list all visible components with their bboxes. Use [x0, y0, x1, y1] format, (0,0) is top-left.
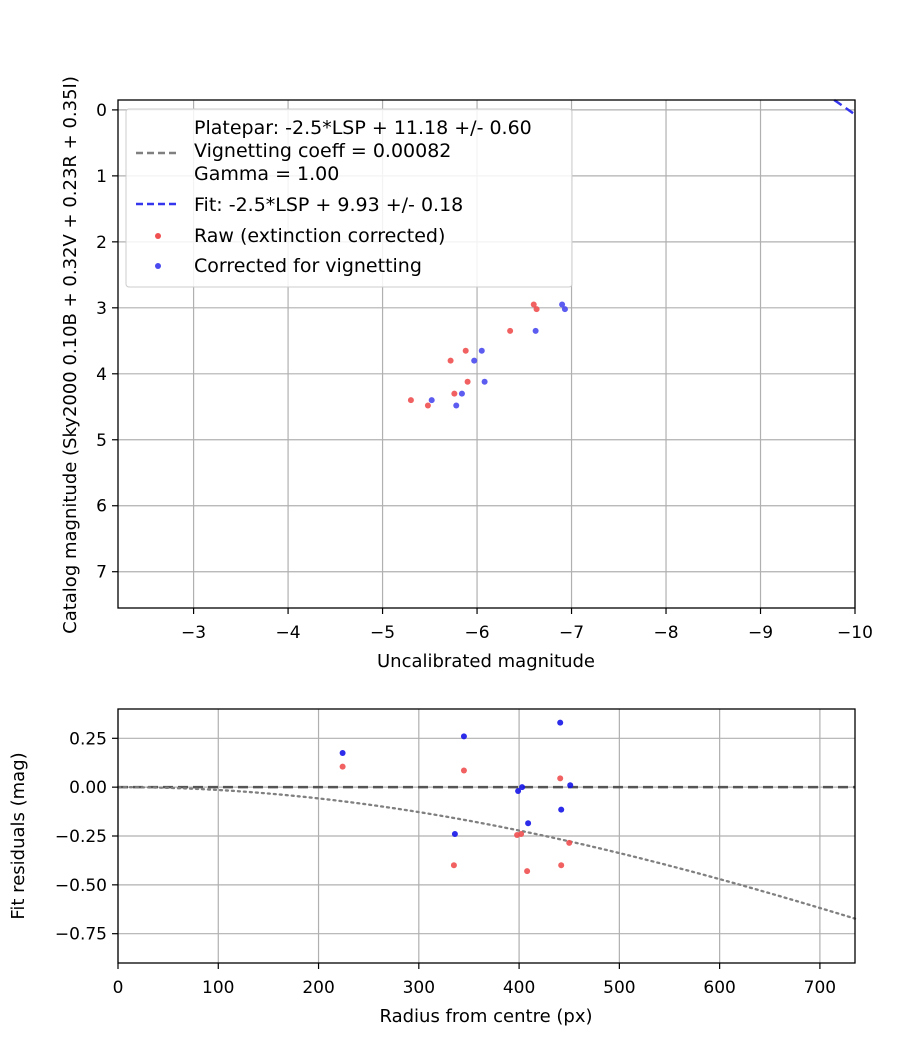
bottom-x-tick-label: 300: [403, 978, 435, 998]
bottom-y-tick-label: −0.50: [55, 876, 107, 896]
top-x-tick-label: −9: [748, 623, 773, 643]
top-raw-point: [462, 347, 469, 354]
bottom-corrected-point: [558, 806, 565, 813]
bottom-x-tick-label: 400: [503, 978, 535, 998]
bottom-raw-point: [518, 831, 525, 838]
top-x-axis-label: Uncalibrated magnitude: [377, 651, 595, 672]
bottom-x-ticks: 0 100 200 300 400 500 600 700: [113, 963, 836, 998]
top-corrected-point: [453, 402, 460, 409]
top-corrected-point: [481, 378, 488, 385]
bottom-x-tick-label: 100: [202, 978, 234, 998]
calibration-chart: −3 −4 −5 −6 −7 −8 −9 −10 0 1 2 3 4 5 6 7 Uncalibrated …: [60, 76, 873, 672]
top-fit-lines: [833, 98, 856, 116]
top-y-tick-label: 3: [96, 299, 107, 319]
bottom-raw-point: [558, 862, 565, 869]
bottom-grid: [117, 709, 855, 963]
bottom-corrected-point: [525, 820, 532, 827]
legend-platepar-line1: Platepar: -2.5*LSP + 11.18 +/- 0.60: [194, 117, 532, 139]
legend-corrected-marker: [155, 263, 161, 269]
legend-platepar-line3: Gamma = 1.00: [194, 163, 339, 185]
legend-corrected-label: Corrected for vignetting: [194, 255, 422, 277]
bottom-x-tick-label: 500: [603, 978, 635, 998]
bottom-corrected-point: [515, 788, 522, 795]
top-raw-point: [464, 378, 471, 385]
top-corrected-point: [428, 397, 435, 404]
top-points: [407, 301, 568, 409]
bottom-corrected-point: [557, 719, 564, 726]
bottom-corrected-point: [451, 831, 458, 838]
top-y-tick-label: 4: [96, 365, 107, 385]
top-raw-point: [530, 301, 537, 308]
residuals-chart: 0 100 200 300 400 500 600 700 0.25 0.00 −0.25 −0.5…: [8, 708, 857, 1027]
bottom-x-tick-label: 700: [804, 978, 836, 998]
legend-raw-label: Raw (extinction corrected): [194, 225, 445, 247]
top-y-tick-label: 2: [96, 233, 107, 253]
top-y-ticks: 0 1 2 3 4 5 6 7: [96, 101, 118, 583]
bottom-raw-point: [566, 839, 573, 846]
bottom-raw-point: [524, 868, 531, 875]
bottom-points: [339, 719, 574, 875]
bottom-raw-point: [460, 767, 467, 774]
bottom-y-tick-label: −0.75: [55, 925, 107, 945]
legend-box: [125, 108, 573, 288]
top-corrected-point: [532, 327, 539, 334]
legend-raw-marker: [155, 233, 161, 239]
legend-platepar-line2: Vignetting coeff = 0.00082: [194, 140, 451, 162]
top-plot-frame: [117, 99, 856, 609]
bottom-y-tick-label: −0.25: [55, 827, 107, 847]
bottom-raw-point: [450, 862, 457, 869]
top-corrected-point: [478, 347, 485, 354]
top-raw-point: [451, 390, 458, 397]
bottom-y-ticks: 0.25 0.00 −0.25 −0.50 −0.75: [55, 729, 118, 945]
top-x-tick-label: −10: [837, 623, 873, 643]
top-x-ticks: −3 −4 −5 −6 −7 −8 −9 −10: [181, 608, 873, 643]
top-legend: Platepar: -2.5*LSP + 11.18 +/- 0.60 Vign…: [125, 108, 573, 288]
bottom-x-tick-label: 200: [302, 978, 334, 998]
bottom-raw-point: [339, 763, 346, 770]
bottom-reference-lines: [116, 785, 857, 920]
bottom-y-tick-label: 0.00: [69, 778, 107, 798]
bottom-corrected-point: [339, 749, 346, 756]
top-corrected-point: [471, 357, 478, 364]
top-corrected-point: [458, 390, 465, 397]
bottom-corrected-point: [567, 782, 574, 789]
top-raw-point: [447, 357, 454, 364]
bottom-x-tick-label: 600: [703, 978, 735, 998]
top-y-tick-label: 0: [96, 101, 107, 121]
top-y-tick-label: 6: [96, 497, 107, 517]
top-y-tick-label: 5: [96, 431, 107, 451]
bottom-x-axis-label: Radius from centre (px): [379, 1006, 592, 1027]
top-x-tick-label: −6: [465, 623, 490, 643]
bottom-y-axis-label: Fit residuals (mag): [8, 752, 29, 919]
top-corrected-point: [561, 306, 568, 313]
bottom-x-tick-label: 0: [113, 978, 124, 998]
top-y-tick-label: 7: [96, 563, 107, 583]
top-raw-point: [407, 397, 414, 404]
top-x-tick-label: −5: [370, 623, 395, 643]
top-y-tick-label: 1: [96, 167, 107, 187]
fit-line: [833, 98, 856, 116]
bottom-corrected-point: [460, 733, 467, 740]
top-raw-point: [533, 306, 540, 313]
legend-fit-label: Fit: -2.5*LSP + 9.93 +/- 0.18: [194, 194, 463, 216]
top-corrected-point: [559, 301, 566, 308]
top-x-tick-label: −4: [276, 623, 301, 643]
top-y-axis-label: Catalog magnitude (Sky2000 0.10B + 0.32V…: [60, 76, 81, 634]
bottom-corrected-point: [519, 784, 526, 791]
vignetting-curve: [116, 786, 857, 920]
top-raw-point: [507, 327, 514, 334]
top-x-tick-label: −3: [181, 623, 206, 643]
top-x-tick-label: −7: [559, 623, 584, 643]
top-x-tick-label: −8: [653, 623, 678, 643]
bottom-y-tick-label: 0.25: [69, 729, 107, 749]
bottom-raw-point: [557, 775, 564, 782]
top-raw-point: [424, 402, 431, 409]
